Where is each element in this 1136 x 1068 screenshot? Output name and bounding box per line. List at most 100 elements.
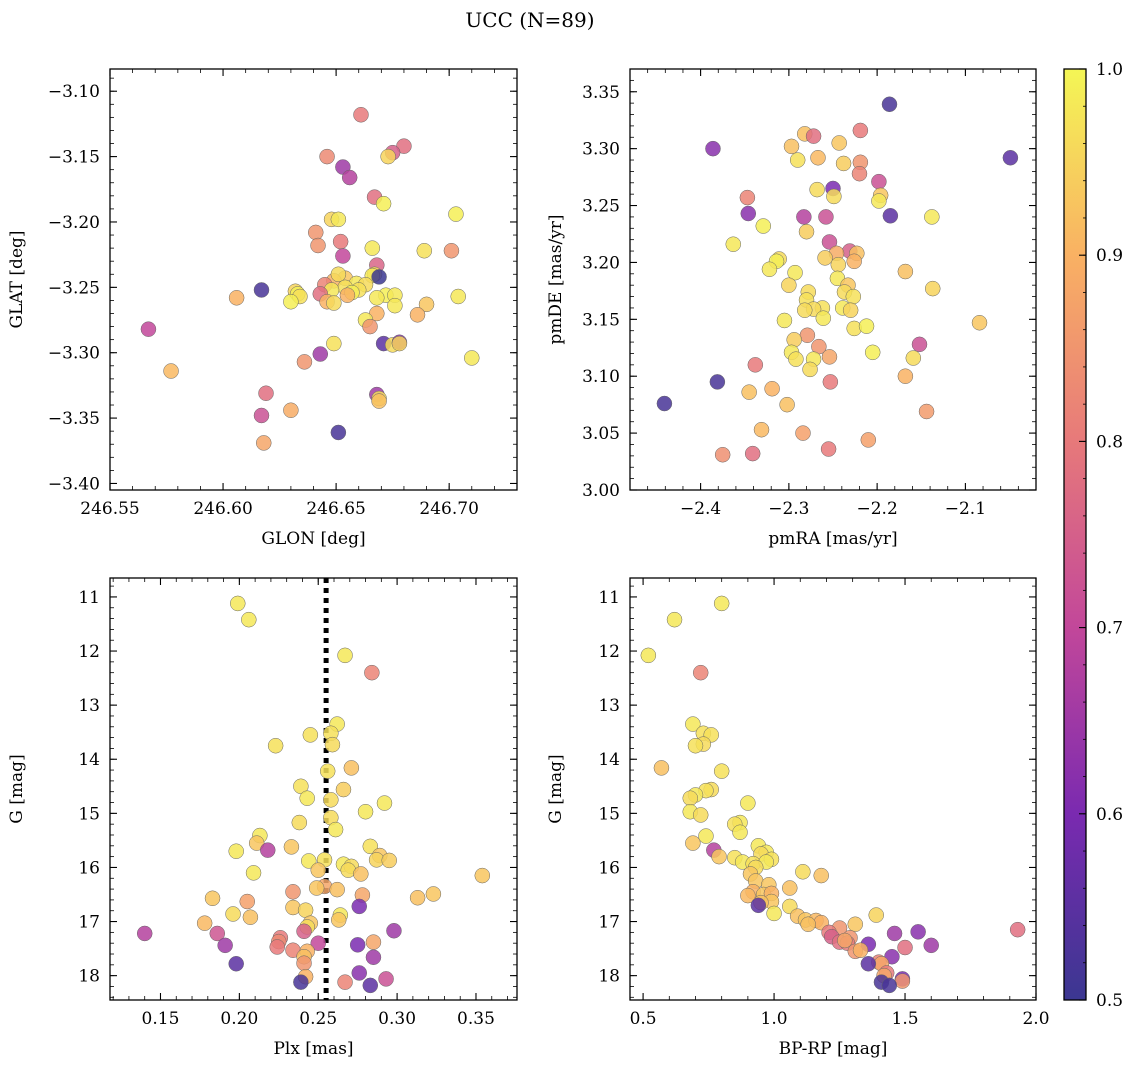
- y-tick-label: 3.30: [582, 140, 620, 160]
- data-point: [256, 435, 272, 451]
- data-point: [783, 138, 800, 155]
- y-tick-label: 3.05: [582, 424, 620, 444]
- data-point: [692, 807, 709, 823]
- data-point: [755, 218, 772, 234]
- data-point: [924, 280, 941, 297]
- data-point: [371, 269, 387, 285]
- data-point: [248, 835, 265, 851]
- data-point: [798, 223, 815, 240]
- colorbar-tick-label: 0.9: [1096, 246, 1123, 266]
- colorbar-gradient: [1064, 69, 1086, 1000]
- data-point: [842, 302, 859, 318]
- y-tick-label: −3.10: [48, 82, 100, 102]
- data-point: [362, 838, 379, 855]
- data-point: [868, 907, 884, 923]
- colorbar-tick-label: 1.0: [1096, 60, 1123, 80]
- data-point: [140, 321, 157, 337]
- axes-frame: [629, 577, 1037, 1001]
- data-point: [1009, 921, 1026, 938]
- data-point: [283, 293, 299, 310]
- data-point: [864, 344, 881, 361]
- data-point: [378, 971, 394, 987]
- data-point: [845, 288, 862, 305]
- data-point: [228, 843, 244, 859]
- data-point: [291, 814, 308, 831]
- data-point: [750, 897, 767, 914]
- data-point: [709, 374, 726, 390]
- x-tick-label: 246.70: [419, 499, 478, 519]
- data-point: [698, 828, 714, 844]
- data-point: [425, 886, 442, 902]
- data-point: [911, 336, 928, 353]
- data-point: [813, 867, 829, 884]
- y-tick-label: 13: [78, 696, 100, 716]
- data-point: [897, 263, 914, 280]
- data-point: [283, 839, 300, 855]
- data-point: [362, 977, 379, 994]
- data-point: [310, 237, 326, 254]
- data-point: [242, 909, 259, 925]
- data-point: [897, 368, 914, 384]
- data-point: [789, 152, 806, 168]
- data-point: [324, 736, 341, 753]
- data-point: [163, 363, 179, 379]
- data-point: [357, 803, 374, 820]
- data-point: [795, 425, 811, 441]
- data-point: [705, 140, 721, 157]
- data-point: [301, 853, 317, 869]
- y-tick-label: 15: [598, 804, 620, 824]
- x-tick-label: 0.35: [457, 1009, 495, 1029]
- data-point: [692, 664, 709, 681]
- data-point: [739, 189, 756, 206]
- data-point: [858, 318, 875, 334]
- y-tick-label: 3.10: [582, 367, 620, 387]
- data-point: [326, 335, 342, 352]
- y-tick-label: 11: [598, 588, 620, 608]
- colorbar-frame: [1063, 68, 1087, 1001]
- data-point: [253, 407, 270, 424]
- data-point: [894, 973, 911, 989]
- data-point: [809, 181, 825, 198]
- data-point: [341, 169, 358, 186]
- data-point: [228, 290, 245, 306]
- data-point: [851, 165, 868, 182]
- data-point: [196, 915, 213, 931]
- data-point: [319, 763, 336, 779]
- data-point: [230, 595, 246, 612]
- data-point: [310, 935, 326, 951]
- data-point: [881, 977, 898, 994]
- axes-frame: [629, 68, 1037, 491]
- y-tick-label: 15: [78, 804, 100, 824]
- data-point: [448, 206, 464, 222]
- y-tick-label: 18: [598, 967, 620, 987]
- data-point: [747, 357, 764, 373]
- data-point: [714, 446, 731, 463]
- data-point: [285, 899, 301, 916]
- data-point: [685, 716, 701, 732]
- data-point: [464, 350, 480, 366]
- data-point: [830, 256, 847, 273]
- data-point: [204, 890, 221, 907]
- y-tick-label: 17: [598, 913, 620, 933]
- data-point: [847, 916, 864, 933]
- panel-cmd: 0.5 1.0 1.5 2.0 11 12 13 14 15 16 17 18 BP-RP [mag] G…: [546, 577, 1050, 1059]
- data-point: [821, 349, 838, 365]
- data-point: [364, 664, 380, 681]
- data-point: [881, 96, 898, 113]
- data-point: [327, 821, 344, 838]
- data-point: [245, 865, 262, 881]
- data-point: [474, 867, 491, 884]
- data-point: [818, 209, 834, 225]
- data-point: [312, 346, 329, 362]
- colorbar-tick-label: 0.8: [1096, 432, 1123, 452]
- panel-proper-motion: −2.4 −2.3 −2.2 −2.1 3.35 3.30 3.25 3.20 3.15 3.10…: [546, 68, 1037, 549]
- x-tick-label: −2.3: [768, 499, 809, 519]
- y-tick-label: 16: [78, 858, 100, 878]
- data-point: [871, 173, 887, 190]
- data-point: [781, 277, 797, 293]
- data-point: [905, 350, 922, 366]
- data-point: [810, 150, 826, 166]
- data-point: [753, 421, 770, 438]
- y-tick-label: −3.15: [48, 148, 100, 168]
- x-tick-label: −2.4: [680, 499, 721, 519]
